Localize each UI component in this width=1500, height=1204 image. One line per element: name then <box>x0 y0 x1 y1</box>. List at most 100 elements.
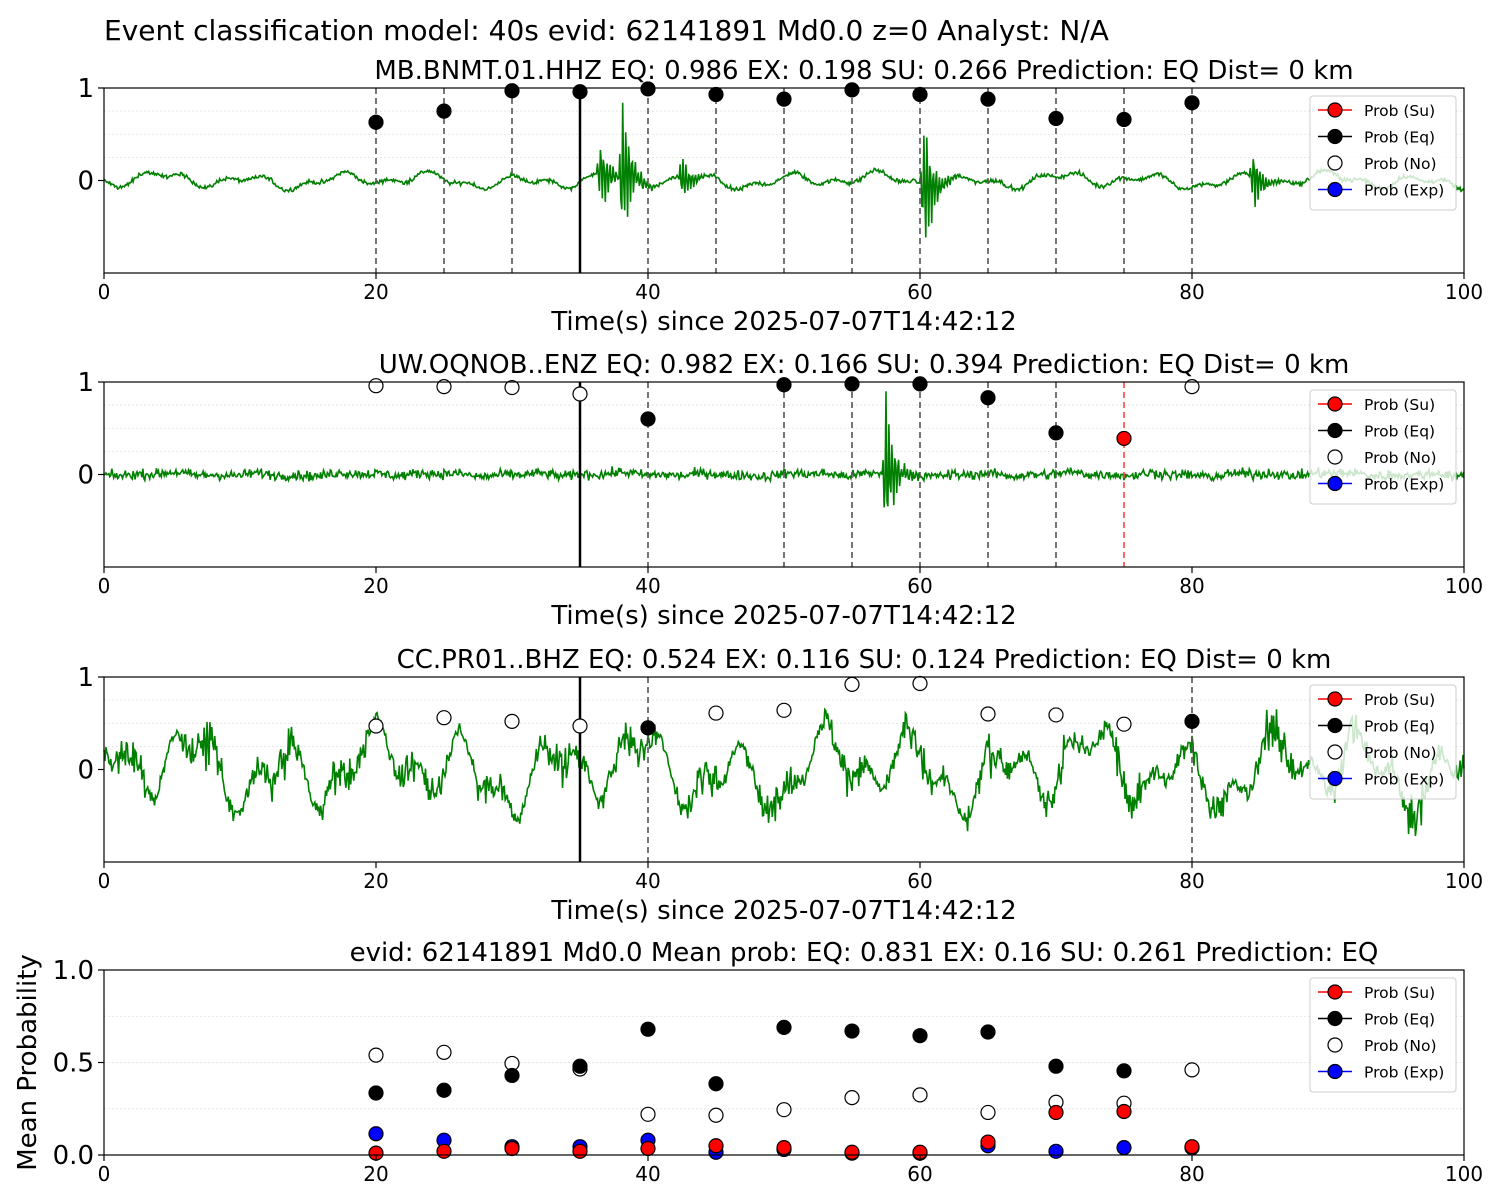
mean-prob-point-su <box>436 1143 452 1159</box>
legend-marker <box>1327 396 1343 412</box>
mean-prob-point-eq <box>912 1028 928 1044</box>
waveform-trace <box>103 102 1465 238</box>
prob-point-no <box>504 713 520 730</box>
mean-prob-point-exp <box>1116 1139 1132 1156</box>
y-tick-label: 0 <box>77 756 94 786</box>
mean-prob-point-su <box>1116 1103 1132 1120</box>
prob-point-eq <box>572 84 588 100</box>
prob-point-no <box>436 710 452 726</box>
panel-title: UW.OQNOB..ENZ EQ: 0.982 EX: 0.166 SU: 0.… <box>379 350 1350 380</box>
x-tick-label: 0 <box>98 1162 111 1186</box>
legend-label: Prob (No) <box>1364 449 1437 467</box>
legend-label: Prob (No) <box>1364 155 1437 173</box>
prob-point-eq <box>844 376 860 392</box>
legend-marker <box>1327 1037 1343 1053</box>
legend-label: Prob (Su) <box>1364 102 1435 120</box>
prob-point-eq <box>436 103 452 119</box>
prob-point-no <box>368 718 384 734</box>
x-tick-label: 60 <box>907 869 932 893</box>
mean-prob-point-su <box>1184 1139 1200 1155</box>
x-tick-label: 60 <box>907 574 932 598</box>
mean-prob-point-no <box>980 1104 996 1121</box>
mean-prob-point-eq <box>776 1019 792 1035</box>
prob-point-no <box>1116 716 1132 732</box>
x-tick-label: 80 <box>1179 280 1204 304</box>
x-axis-label: Time(s) since 2025-07-07T14:42:12 <box>550 896 1016 926</box>
legend-marker <box>1327 691 1343 707</box>
prob-point-no <box>1048 707 1064 723</box>
prob-point-eq <box>640 81 656 97</box>
legend-marker <box>1327 717 1343 734</box>
mean-prob-point-no <box>708 1107 724 1123</box>
mean-prob-point-no <box>776 1102 792 1118</box>
x-tick-label: 0 <box>98 280 111 304</box>
prob-point-eq <box>844 82 860 98</box>
y-tick-label: 1 <box>77 74 94 104</box>
prob-point-eq <box>776 91 792 107</box>
legend-label: Prob (Exp) <box>1364 182 1444 200</box>
x-tick-label: 20 <box>363 280 388 304</box>
legend-label: Prob (Eq) <box>1364 718 1435 736</box>
mean-prob-point-su <box>640 1140 656 1157</box>
mean-prob-point-eq <box>844 1023 860 1039</box>
prob-point-no <box>572 386 588 402</box>
panel-3: 0 20 40 60 80 100 0 1 CC.PR01..BHZ EQ: 0.524 EX:… <box>77 645 1483 926</box>
prob-point-eq <box>1116 111 1132 128</box>
prob-point-no <box>776 702 792 718</box>
legend-label: Prob (No) <box>1364 744 1437 762</box>
mean-prob-point-su <box>844 1144 860 1160</box>
x-tick-label: 40 <box>635 1162 660 1186</box>
prob-point-no <box>980 706 996 722</box>
prob-point-no <box>572 718 588 734</box>
panel-1: 0 20 40 60 80 100 0 1 MB.BNMT.01.HHZ EQ: 0.986 E… <box>77 56 1483 337</box>
panel-title: MB.BNMT.01.HHZ EQ: 0.986 EX: 0.198 SU: 0… <box>374 56 1353 86</box>
mean-prob-point-no <box>844 1090 860 1106</box>
y-tick-label: 0.5 <box>53 1049 94 1079</box>
prob-point-no <box>912 675 928 692</box>
legend-box <box>1309 684 1457 800</box>
mean-prob-point-eq <box>368 1085 384 1101</box>
mean-prob-point-eq <box>1116 1063 1132 1079</box>
prob-point-eq <box>776 377 792 393</box>
mean-prob-point-su <box>980 1134 996 1150</box>
x-tick-label: 20 <box>363 869 388 893</box>
prob-point-eq <box>640 720 656 736</box>
legend: Prob (Su) Prob (Eq) Prob (No) Prob (Exp) <box>1309 95 1457 211</box>
legend-marker <box>1327 984 1343 1000</box>
legend-label: Prob (No) <box>1364 1037 1437 1055</box>
y-tick-label: 0.0 <box>53 1141 94 1171</box>
prob-point-eq <box>980 390 996 406</box>
mean-prob-point-eq <box>1048 1058 1064 1074</box>
panel-2: 0 20 40 60 80 100 0 1 UW.OQNOB..ENZ EQ: 0.982 EX… <box>77 350 1483 631</box>
prob-point-eq <box>1184 95 1200 111</box>
legend: Prob (Su) Prob (Eq) Prob (No) Prob (Exp) <box>1309 684 1457 800</box>
legend-label: Prob (Exp) <box>1364 771 1444 789</box>
mean-prob-point-no <box>912 1087 928 1103</box>
prob-point-no <box>844 676 860 693</box>
mean-prob-point-eq <box>572 1058 588 1074</box>
legend-marker <box>1327 770 1343 787</box>
legend-label: Prob (Eq) <box>1364 1011 1435 1029</box>
prob-point-no <box>436 379 452 395</box>
x-tick-label: 80 <box>1179 869 1204 893</box>
x-axis-label: Time(s) since 2025-07-07T14:42:12 <box>550 307 1016 337</box>
waveform-trace <box>103 707 1465 837</box>
legend: Prob (Su) Prob (Eq) Prob (No) Prob (Exp) <box>1309 389 1457 505</box>
mean-prob-point-su <box>776 1139 792 1156</box>
legend-marker <box>1327 155 1343 171</box>
mean-prob-point-su <box>1048 1104 1064 1121</box>
mean-prob-point-exp <box>1048 1143 1064 1159</box>
prob-point-eq <box>980 91 996 107</box>
legend-marker <box>1327 102 1343 118</box>
legend-box <box>1309 95 1457 211</box>
prob-point-no <box>708 705 724 721</box>
x-tick-label: 60 <box>907 1162 932 1186</box>
prob-point-no <box>504 379 520 396</box>
x-tick-label: 80 <box>1179 1162 1204 1186</box>
mean-prob-point-eq <box>980 1024 996 1040</box>
mean-prob-point-exp <box>368 1126 384 1142</box>
y-tick-label: 1 <box>77 368 94 398</box>
mean-prob-point-su <box>504 1140 520 1157</box>
prob-point-eq <box>708 86 724 103</box>
